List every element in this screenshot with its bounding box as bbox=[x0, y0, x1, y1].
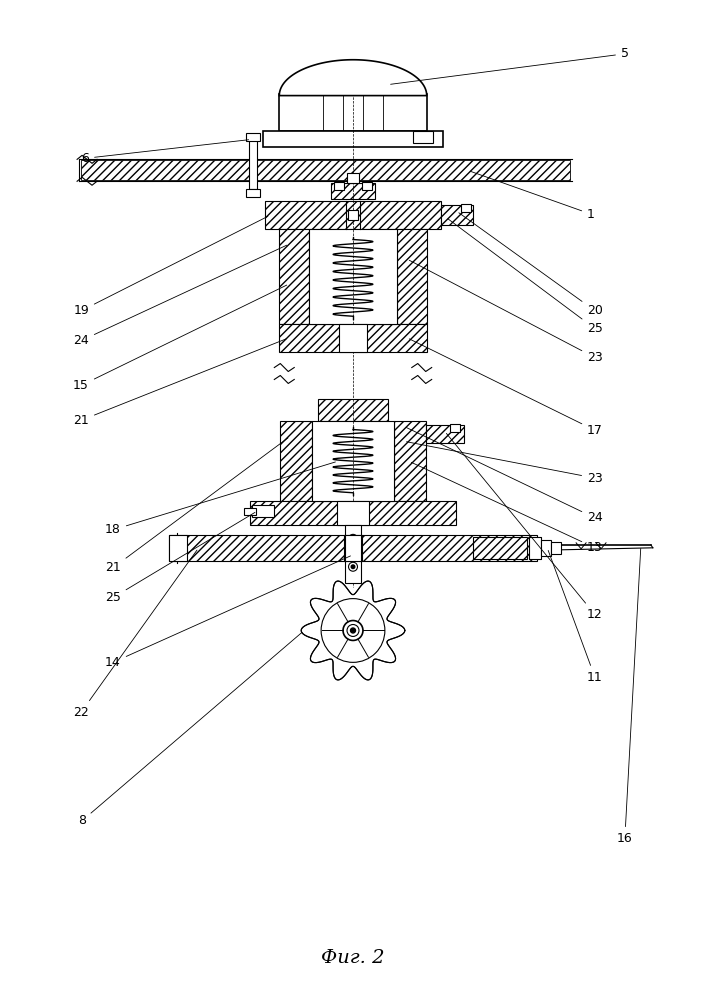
Text: 6: 6 bbox=[81, 140, 249, 165]
Bar bbox=[397, 229, 427, 324]
Text: 18: 18 bbox=[105, 462, 335, 536]
Bar bbox=[348, 210, 358, 220]
Text: 11: 11 bbox=[548, 550, 603, 684]
Circle shape bbox=[351, 628, 356, 633]
Bar bbox=[81, 160, 570, 180]
Text: Фиг. 2: Фиг. 2 bbox=[321, 949, 385, 967]
Text: 22: 22 bbox=[74, 550, 197, 719]
Bar bbox=[362, 182, 372, 190]
Bar bbox=[279, 229, 309, 324]
Bar bbox=[460, 204, 471, 212]
Bar bbox=[280, 421, 312, 501]
Bar bbox=[345, 525, 361, 583]
Bar bbox=[426, 425, 464, 443]
Bar bbox=[334, 182, 344, 190]
Bar bbox=[530, 537, 542, 559]
Text: 24: 24 bbox=[74, 245, 287, 347]
Bar bbox=[450, 424, 460, 432]
Bar bbox=[252, 505, 274, 517]
Bar bbox=[337, 501, 369, 525]
Bar bbox=[394, 421, 426, 501]
Bar bbox=[331, 183, 375, 199]
Bar bbox=[309, 229, 397, 324]
Bar bbox=[263, 131, 443, 147]
Text: 15: 15 bbox=[73, 285, 287, 392]
Bar bbox=[247, 133, 260, 141]
Bar bbox=[279, 94, 427, 131]
Text: 21: 21 bbox=[105, 438, 288, 574]
Polygon shape bbox=[279, 60, 427, 96]
Bar bbox=[79, 159, 572, 181]
Text: 21: 21 bbox=[74, 339, 286, 427]
Text: 5: 5 bbox=[391, 47, 629, 84]
Bar bbox=[344, 535, 362, 561]
Bar bbox=[312, 421, 394, 501]
Bar bbox=[250, 501, 455, 525]
Bar bbox=[339, 324, 367, 352]
Bar bbox=[265, 201, 440, 229]
Bar bbox=[255, 506, 264, 516]
Bar bbox=[250, 135, 257, 189]
Bar bbox=[318, 399, 388, 421]
Bar bbox=[279, 324, 427, 352]
Text: 23: 23 bbox=[409, 260, 603, 364]
Text: 25: 25 bbox=[448, 219, 603, 335]
Text: 1: 1 bbox=[470, 171, 595, 221]
Circle shape bbox=[351, 565, 355, 569]
Text: 14: 14 bbox=[105, 556, 351, 669]
Bar bbox=[169, 535, 537, 561]
Bar bbox=[551, 542, 561, 554]
Bar bbox=[413, 131, 433, 143]
Bar bbox=[345, 535, 361, 561]
Text: 24: 24 bbox=[407, 427, 603, 524]
Text: 13: 13 bbox=[411, 462, 603, 554]
Polygon shape bbox=[301, 581, 405, 680]
Circle shape bbox=[351, 537, 355, 541]
Bar bbox=[247, 189, 260, 197]
Bar bbox=[347, 173, 359, 183]
Bar bbox=[245, 508, 257, 515]
Text: 25: 25 bbox=[105, 512, 255, 604]
Bar bbox=[542, 540, 551, 556]
Bar bbox=[440, 205, 472, 225]
Text: 16: 16 bbox=[617, 549, 641, 845]
Text: 12: 12 bbox=[446, 433, 603, 621]
Circle shape bbox=[351, 551, 355, 555]
Text: 23: 23 bbox=[407, 442, 603, 485]
Bar bbox=[169, 535, 187, 561]
Text: 20: 20 bbox=[459, 213, 603, 317]
Text: 19: 19 bbox=[74, 216, 268, 317]
Text: 8: 8 bbox=[78, 632, 302, 827]
Text: 17: 17 bbox=[409, 339, 603, 437]
Bar bbox=[472, 537, 527, 559]
Bar bbox=[530, 537, 542, 559]
